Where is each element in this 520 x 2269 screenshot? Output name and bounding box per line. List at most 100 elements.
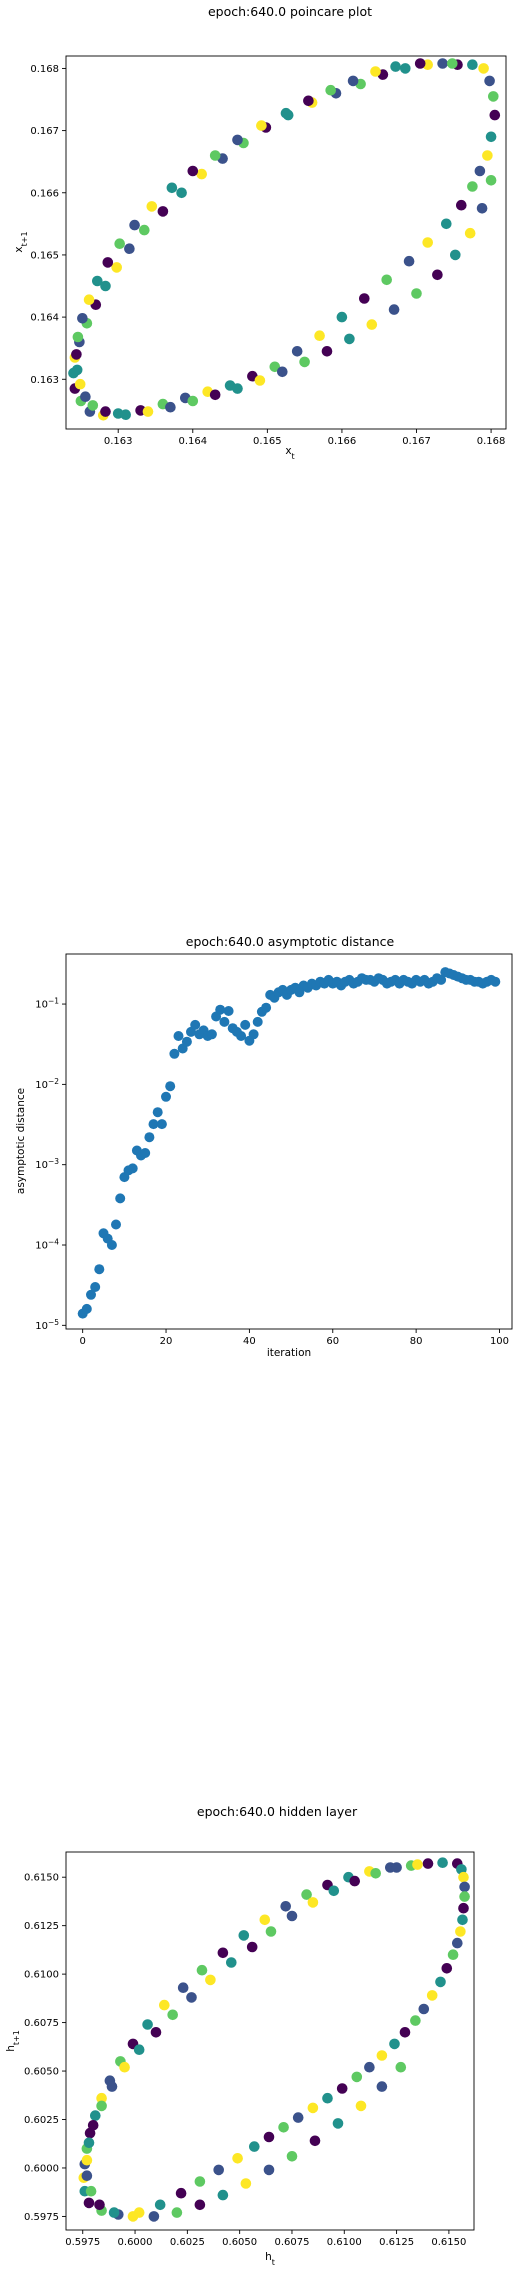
data-point: [412, 1859, 423, 1870]
data-point: [232, 134, 243, 146]
data-point: [332, 2118, 344, 2129]
data-point: [485, 175, 497, 186]
data-point: [165, 401, 176, 413]
x-tick-label: 0.6050: [222, 2237, 257, 2248]
y-tick-label: 0.5975: [24, 2212, 59, 2223]
y-tick-label: 10−3: [35, 1157, 59, 1172]
data-point: [181, 1036, 192, 1047]
data-point: [81, 2154, 93, 2166]
data-point: [108, 2207, 120, 2218]
data-point: [459, 1881, 470, 1893]
data-point: [106, 2081, 118, 2092]
data-point: [157, 206, 169, 217]
data-point: [215, 1004, 226, 1015]
data-point: [263, 2164, 275, 2176]
data-point: [111, 1219, 121, 1230]
data-point: [485, 131, 497, 143]
data-point: [336, 2083, 348, 2094]
y-tick-label: 10−4: [35, 1237, 59, 1252]
x-tick-label: 0: [79, 1336, 85, 1347]
data-point: [314, 330, 325, 342]
y-axis-label: xt+1: [13, 231, 29, 252]
x-tick-label: 60: [326, 1336, 339, 1347]
data-point: [102, 257, 114, 268]
data-point: [187, 165, 199, 177]
y-axis-label: ht+1: [5, 2030, 21, 2052]
data-point: [252, 1016, 263, 1027]
x-tick-label: 0.6025: [170, 2237, 205, 2248]
data-point: [441, 1963, 453, 1974]
data-point: [476, 203, 488, 214]
data-point: [92, 275, 103, 287]
y-tick-label: 0.6125: [24, 1921, 59, 1932]
data-point: [436, 974, 447, 985]
data-point: [256, 120, 267, 131]
data-point: [286, 2151, 298, 2162]
data-point: [81, 2170, 93, 2181]
data-point: [307, 2102, 319, 2114]
data-point: [120, 409, 131, 421]
data-point: [196, 1964, 208, 1976]
x-tick-label: 0.6075: [274, 2237, 309, 2248]
data-point: [139, 224, 150, 236]
data-point: [194, 2199, 206, 2211]
data-point: [206, 1029, 217, 1040]
data-point: [194, 2176, 206, 2187]
data-point: [355, 2100, 367, 2112]
data-point: [410, 2015, 421, 2026]
data-point: [87, 2120, 99, 2131]
y-axis-label: asymptotic distance: [15, 1088, 27, 1194]
data-point: [381, 274, 393, 286]
y-tick-label: 10−5: [35, 1317, 59, 1332]
y-tick-label: 10−1: [35, 996, 59, 1011]
data-point: [187, 395, 199, 407]
data-point: [148, 1119, 159, 1130]
data-point: [366, 319, 378, 330]
data-point: [488, 91, 499, 102]
data-point: [414, 58, 426, 69]
data-point: [291, 346, 303, 357]
y-tick-label: 0.167: [30, 126, 59, 137]
x-tick-label: 0.164: [178, 436, 207, 447]
data-point: [94, 1264, 105, 1275]
data-point: [359, 293, 370, 304]
data-point: [232, 383, 243, 394]
data-point: [280, 1901, 292, 1912]
hidden-layer-chart: epoch:640.0 hidden layer 0.5975 0.6000 0.6…: [5, 1804, 475, 2267]
data-point: [364, 2061, 375, 2073]
data-point: [422, 237, 434, 248]
data-point: [452, 1937, 463, 1949]
data-point: [154, 2199, 166, 2211]
data-point: [167, 2009, 178, 2021]
data-point: [464, 227, 476, 239]
data-point: [450, 249, 461, 261]
data-point: [254, 375, 266, 386]
data-point: [100, 406, 111, 417]
data-point: [140, 1148, 151, 1158]
data-point: [391, 1862, 402, 1873]
x-axis-label: iteration: [267, 1347, 311, 1359]
data-point: [87, 400, 99, 411]
data-point: [240, 1019, 251, 1030]
data-point: [196, 168, 207, 180]
data-point: [83, 2137, 95, 2149]
data-point: [437, 58, 448, 69]
data-point: [159, 1999, 170, 2011]
data-point: [152, 1107, 163, 1118]
data-point: [236, 1031, 247, 1041]
data-point: [71, 364, 83, 376]
x-tick-label: 20: [160, 1336, 173, 1347]
data-point: [176, 187, 187, 199]
data-point: [106, 1240, 117, 1250]
chart-title: epoch:640.0 hidden layer: [197, 1804, 358, 1819]
y-tick-label: 0.168: [30, 64, 59, 75]
x-tick-label: 40: [243, 1336, 256, 1347]
data-point: [127, 2211, 139, 2222]
data-point: [111, 262, 122, 273]
plot-frame: [65, 1851, 475, 2231]
data-point: [96, 2092, 107, 2104]
x-axis-label: ht: [265, 2251, 275, 2267]
data-point: [80, 391, 91, 403]
data-point: [269, 361, 281, 373]
data-point: [186, 1992, 197, 2003]
